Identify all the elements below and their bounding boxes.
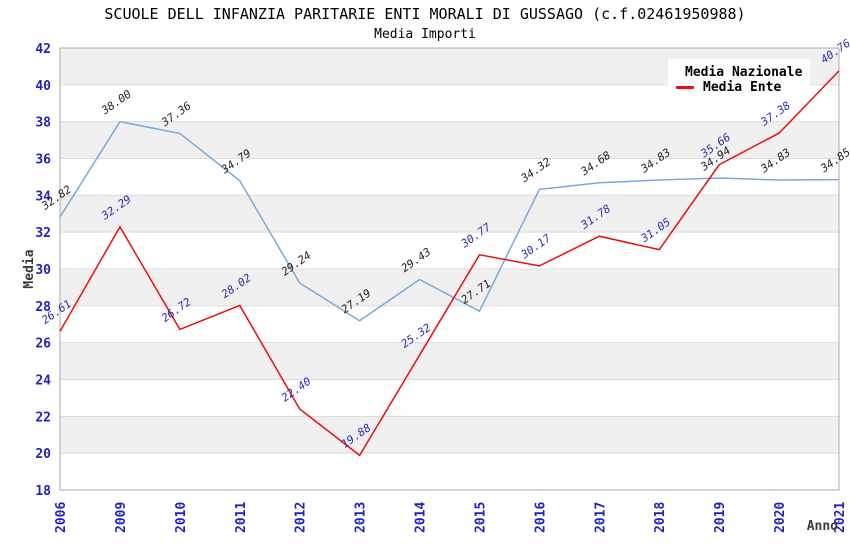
y-tick-label: 36 xyxy=(35,153,51,168)
y-tick-label: 18 xyxy=(35,484,51,499)
y-tick-label: 26 xyxy=(35,337,51,352)
y-tick-label: 34 xyxy=(35,189,51,204)
legend-item-media-ente: Media Ente xyxy=(676,80,802,95)
y-tick-label: 22 xyxy=(35,410,51,425)
data-label-ente: 30.17 xyxy=(518,231,554,261)
x-tick-label: 2021 xyxy=(833,502,848,533)
y-axis-title: Media xyxy=(22,249,37,288)
chart-title: SCUOLE DELL INFANZIA PARITARIE ENTI MORA… xyxy=(104,5,746,23)
y-tick-label: 24 xyxy=(35,374,51,389)
grid-band xyxy=(60,416,839,454)
x-tick-label: 2012 xyxy=(294,502,309,533)
x-tick-label: 2014 xyxy=(414,502,429,533)
x-tick-label: 2015 xyxy=(473,502,488,533)
plot-border xyxy=(59,47,840,491)
x-tick-label: 2019 xyxy=(713,502,728,533)
grid-band xyxy=(60,342,839,380)
x-tick-label: 2018 xyxy=(653,502,668,533)
x-tick-label: 2017 xyxy=(593,502,608,533)
y-tick-label: 40 xyxy=(35,79,51,94)
series-line-ente xyxy=(59,70,840,457)
x-tick-label: 2011 xyxy=(234,502,249,533)
legend-label-media-nazionale: Media Nazionale xyxy=(685,65,803,80)
chart-subtitle: Media Importi xyxy=(374,27,476,42)
x-tick-label: 2013 xyxy=(354,502,369,533)
y-tick-label: 20 xyxy=(35,447,51,462)
y-tick-label: 32 xyxy=(35,226,51,241)
data-label-nazionale: 34.32 xyxy=(518,155,554,185)
data-label-nazionale: 38.00 xyxy=(98,87,134,117)
legend-item-media-nazionale: Media Nazionale xyxy=(676,65,802,80)
y-tick-label: 30 xyxy=(35,263,51,278)
y-tick-label: 38 xyxy=(35,116,51,131)
x-tick-label: 2016 xyxy=(533,502,548,533)
x-tick-label: 2010 xyxy=(174,502,189,533)
grid-band xyxy=(60,269,839,306)
x-axis-title: Anno xyxy=(807,519,838,534)
y-tick-label: 28 xyxy=(35,300,51,315)
chart-legend: Media Nazionale Media Ente xyxy=(668,59,810,99)
y-tick-label: 42 xyxy=(35,42,51,57)
legend-line-swatch-ente-icon xyxy=(676,86,694,89)
grid-band xyxy=(60,121,839,159)
x-tick-label: 2020 xyxy=(773,502,788,533)
x-tick-label: 2006 xyxy=(54,502,69,533)
legend-label-media-ente: Media Ente xyxy=(703,80,782,95)
x-tick-label: 2009 xyxy=(114,502,129,533)
grid-band xyxy=(60,195,839,233)
